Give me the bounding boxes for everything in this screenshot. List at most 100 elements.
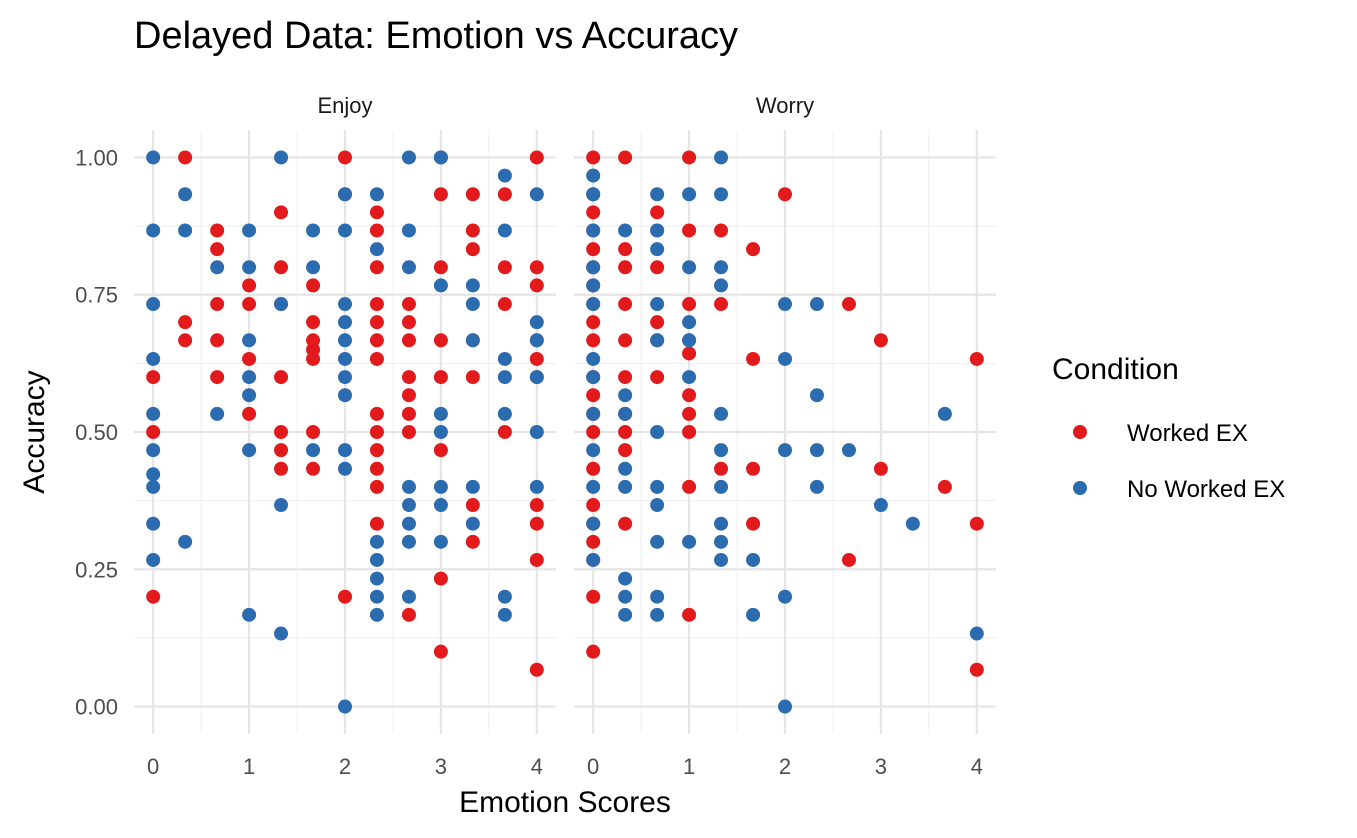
data-point-worked-ex [465, 187, 480, 202]
data-point-worked-ex [146, 425, 161, 439]
data-point-no-worked-ex [682, 315, 697, 330]
data-point-worked-ex [433, 370, 448, 385]
panel-enjoy: Enjoy [134, 93, 556, 734]
data-point-no-worked-ex [369, 552, 384, 567]
data-point-worked-ex [369, 333, 384, 348]
data-point-no-worked-ex [586, 168, 601, 183]
data-point-no-worked-ex [714, 260, 729, 275]
data-point-no-worked-ex [529, 425, 544, 439]
data-point-no-worked-ex [497, 589, 512, 604]
data-point-no-worked-ex [586, 516, 601, 531]
data-point-worked-ex [529, 498, 544, 513]
data-point-no-worked-ex [905, 516, 920, 531]
data-point-worked-ex [465, 242, 480, 257]
x-tick-label: 1 [243, 754, 255, 779]
data-point-worked-ex [369, 461, 384, 476]
data-point-worked-ex [682, 388, 697, 403]
data-point-worked-ex [433, 443, 448, 458]
data-point-no-worked-ex [146, 150, 161, 165]
data-point-worked-ex [306, 278, 321, 293]
data-point-no-worked-ex [146, 443, 161, 458]
data-point-worked-ex [746, 461, 761, 476]
y-axis-title: Accuracy [18, 370, 51, 493]
y-tick-label: 0.50 [75, 420, 118, 445]
data-point-no-worked-ex [242, 260, 257, 275]
data-point-no-worked-ex [650, 589, 665, 604]
data-point-worked-ex [274, 370, 289, 385]
data-point-no-worked-ex [497, 351, 512, 366]
data-point-worked-ex [369, 297, 384, 312]
x-tick-label: 0 [147, 754, 159, 779]
data-point-worked-ex [369, 479, 384, 494]
data-point-worked-ex [969, 516, 984, 531]
x-tick-label: 1 [683, 754, 695, 779]
legend-label-worked-ex: Worked EX [1127, 420, 1248, 447]
data-point-no-worked-ex [146, 223, 161, 238]
data-point-worked-ex [210, 297, 225, 312]
data-point-no-worked-ex [497, 223, 512, 238]
data-point-worked-ex [650, 315, 665, 330]
data-point-no-worked-ex [650, 333, 665, 348]
data-point-no-worked-ex [465, 516, 480, 531]
data-point-worked-ex [618, 516, 633, 531]
data-point-worked-ex [586, 425, 601, 439]
data-point-no-worked-ex [586, 223, 601, 238]
data-point-no-worked-ex [210, 260, 225, 275]
data-point-worked-ex [529, 662, 544, 677]
data-point-no-worked-ex [809, 443, 824, 458]
data-point-worked-ex [369, 351, 384, 366]
legend-title: Condition [1052, 353, 1179, 386]
data-point-no-worked-ex [146, 351, 161, 366]
x-axis-ticks: 0 1 2 3 4 0 1 2 3 4 [147, 754, 983, 779]
data-point-no-worked-ex [809, 479, 824, 494]
data-point-no-worked-ex [714, 187, 729, 202]
data-point-worked-ex [746, 242, 761, 257]
data-point-worked-ex [529, 351, 544, 366]
data-point-worked-ex [210, 370, 225, 385]
data-point-no-worked-ex [618, 571, 633, 586]
legend-key-worked-ex [1073, 425, 1087, 439]
data-point-worked-ex [306, 461, 321, 476]
data-point-no-worked-ex [433, 534, 448, 549]
data-point-no-worked-ex [682, 187, 697, 202]
data-point-worked-ex [529, 552, 544, 567]
data-point-worked-ex [841, 297, 856, 312]
data-point-worked-ex [306, 425, 321, 439]
data-point-no-worked-ex [778, 443, 792, 458]
data-point-worked-ex [529, 260, 544, 275]
data-point-no-worked-ex [714, 534, 729, 549]
data-point-no-worked-ex [497, 168, 512, 183]
data-point-worked-ex [306, 351, 321, 366]
data-point-no-worked-ex [433, 406, 448, 421]
data-point-no-worked-ex [650, 498, 665, 513]
data-point-worked-ex [210, 223, 225, 238]
data-point-no-worked-ex [529, 315, 544, 330]
data-point-no-worked-ex [586, 297, 601, 312]
data-point-no-worked-ex [274, 297, 289, 312]
data-point-no-worked-ex [338, 443, 352, 458]
data-point-no-worked-ex [650, 297, 665, 312]
panel-label-worry: Worry [756, 93, 814, 118]
data-point-no-worked-ex [969, 626, 984, 641]
data-point-no-worked-ex [178, 534, 193, 549]
data-point-no-worked-ex [650, 607, 665, 622]
data-point-no-worked-ex [746, 552, 761, 567]
data-point-worked-ex [650, 260, 665, 275]
data-point-worked-ex [465, 534, 480, 549]
data-point-worked-ex [146, 589, 161, 604]
data-point-no-worked-ex [338, 388, 352, 403]
data-point-no-worked-ex [306, 223, 321, 238]
data-point-worked-ex [873, 333, 888, 348]
data-point-no-worked-ex [146, 297, 161, 312]
data-point-worked-ex [618, 443, 633, 458]
data-point-worked-ex [618, 333, 633, 348]
data-point-worked-ex [369, 315, 384, 330]
data-point-worked-ex [714, 223, 729, 238]
data-point-worked-ex [369, 516, 384, 531]
data-point-no-worked-ex [178, 223, 193, 238]
data-point-no-worked-ex [146, 552, 161, 567]
data-point-worked-ex [873, 461, 888, 476]
data-point-no-worked-ex [178, 187, 193, 202]
data-point-no-worked-ex [586, 552, 601, 567]
data-point-no-worked-ex [338, 333, 352, 348]
